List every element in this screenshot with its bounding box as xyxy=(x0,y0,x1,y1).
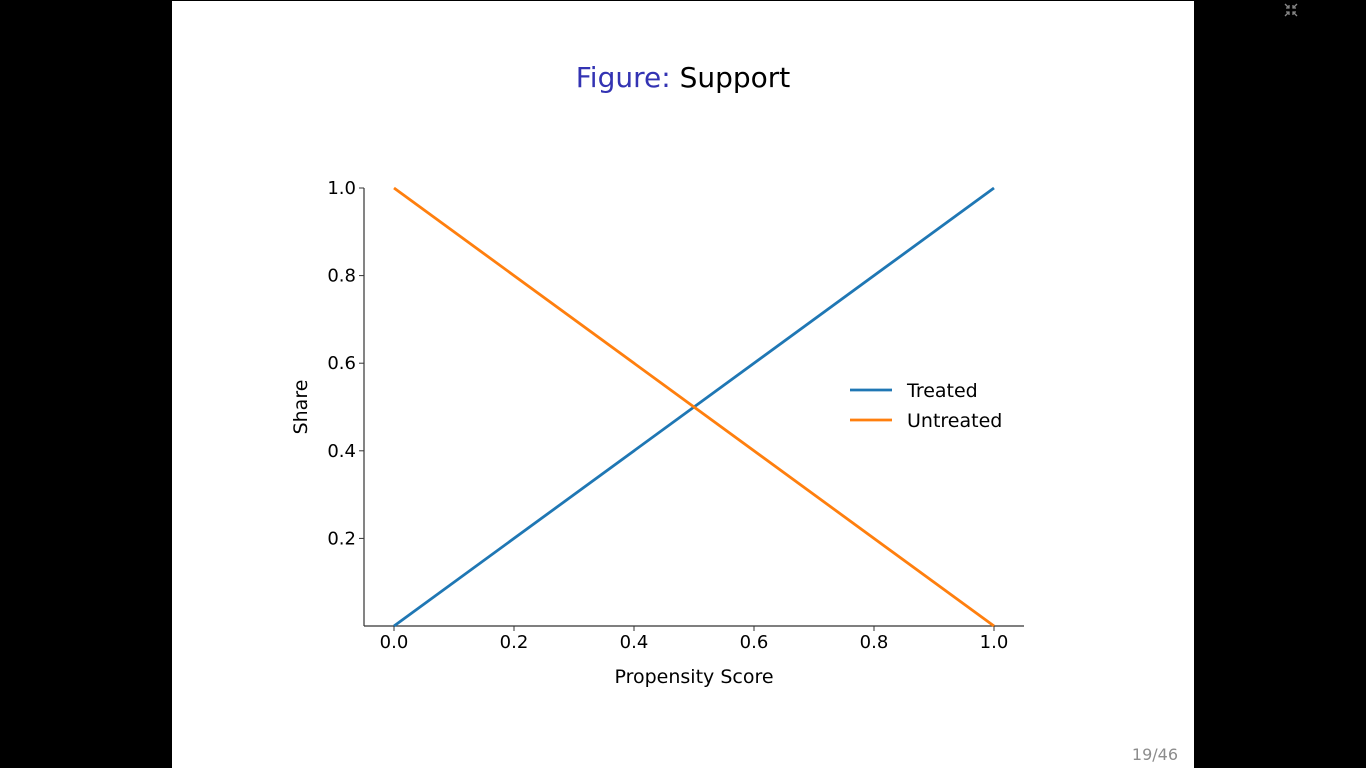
x-axis-label: Propensity Score xyxy=(614,666,773,688)
x-tick-label: 0.4 xyxy=(620,632,649,653)
y-tick-label: 0.8 xyxy=(327,266,356,287)
page-current: 19 xyxy=(1131,745,1153,764)
page-number: 19/46 xyxy=(1131,745,1178,764)
y-tick-label: 0.4 xyxy=(327,441,356,462)
slide: Figure: Support 0.0 0.2 0.4 0.6 0.8 1.0 0.2 0.4… xyxy=(172,1,1194,768)
caption-label: Figure: xyxy=(575,61,671,94)
x-tick-label: 0.8 xyxy=(860,632,889,653)
axes: 0.0 0.2 0.4 0.6 0.8 1.0 0.2 0.4 0.6 0.8 1.0 Propens… xyxy=(290,178,1024,688)
exit-fullscreen-icon[interactable] xyxy=(1283,2,1299,18)
x-tick-label: 0.6 xyxy=(740,632,769,653)
legend: Treated Untreated xyxy=(850,380,1002,432)
x-tick-label: 0.2 xyxy=(500,632,529,653)
page-total: 46 xyxy=(1157,745,1178,764)
x-tick-label: 1.0 xyxy=(980,632,1009,653)
series-lines xyxy=(393,186,995,628)
y-tick-label: 0.2 xyxy=(327,528,356,549)
y-tick-label: 1.0 xyxy=(327,178,356,199)
y-axis-label: Share xyxy=(290,380,312,435)
support-chart: 0.0 0.2 0.4 0.6 0.8 1.0 0.2 0.4 0.6 0.8 1.0 Propens… xyxy=(290,178,1024,688)
y-tick-label: 0.6 xyxy=(327,353,356,374)
series-line-untreated xyxy=(393,186,995,628)
legend-label-treated: Treated xyxy=(906,380,978,402)
figure-caption: Figure: Support xyxy=(172,61,1194,94)
caption-text: Support xyxy=(679,61,791,94)
legend-label-untreated: Untreated xyxy=(907,410,1002,432)
x-tick-label: 0.0 xyxy=(380,632,409,653)
